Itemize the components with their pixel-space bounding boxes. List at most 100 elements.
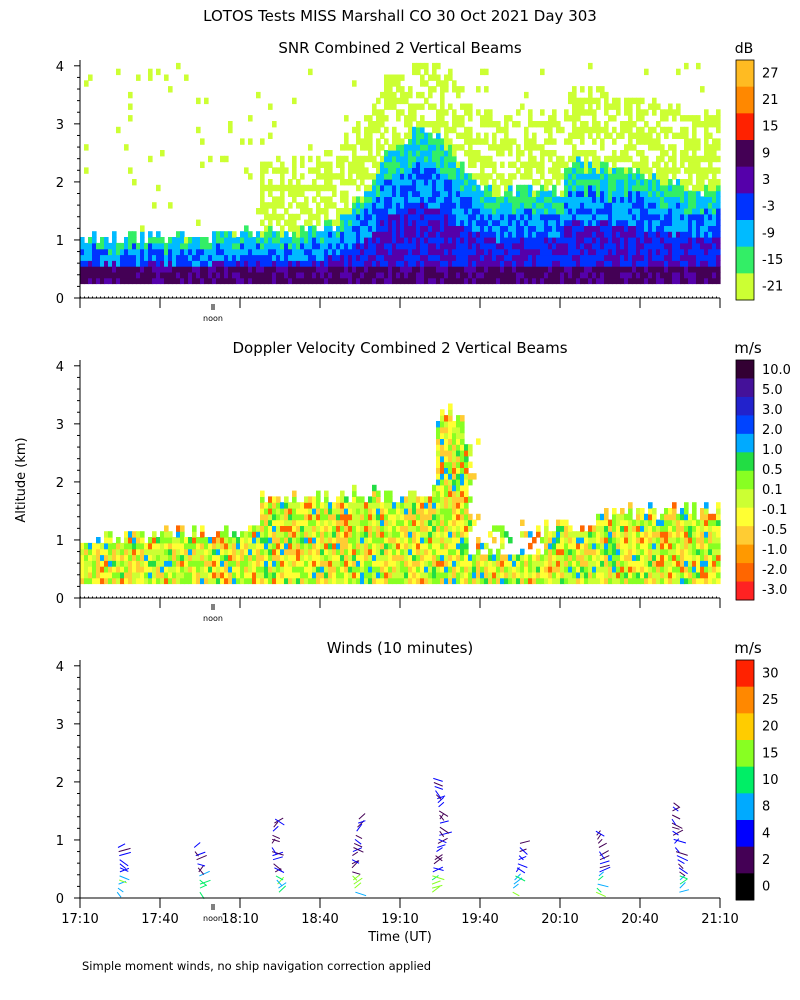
snr-cell xyxy=(712,260,717,267)
snr-cell xyxy=(472,138,477,145)
doppler-cell xyxy=(276,519,281,526)
snr-cell xyxy=(260,277,265,285)
doppler-cell xyxy=(584,542,589,550)
doppler-cell xyxy=(440,571,445,579)
snr-cell xyxy=(540,213,545,221)
doppler-cell xyxy=(292,508,297,515)
doppler-cell xyxy=(596,513,601,521)
doppler-cell xyxy=(92,548,97,556)
doppler-cell xyxy=(528,560,533,567)
snr-cell xyxy=(324,225,329,232)
doppler-cell xyxy=(396,560,401,567)
snr-cell xyxy=(484,208,489,215)
doppler-cell xyxy=(296,525,301,532)
snr-cell xyxy=(688,208,693,215)
doppler-cell xyxy=(100,560,105,567)
doppler-cell xyxy=(316,542,321,550)
snr-cell xyxy=(712,266,717,273)
snr-cell xyxy=(416,277,421,285)
snr-cell xyxy=(240,231,245,238)
snr-cell xyxy=(544,237,549,244)
snr-cell xyxy=(336,161,341,168)
doppler-cell xyxy=(328,560,333,567)
snr-cell xyxy=(576,97,581,105)
snr-cell xyxy=(632,132,637,139)
doppler-cell xyxy=(476,571,481,579)
snr-cell xyxy=(268,161,273,168)
doppler-cell xyxy=(284,571,289,579)
snr-cell xyxy=(712,115,717,122)
doppler-cell xyxy=(456,566,461,573)
snr-cell xyxy=(404,91,409,99)
snr-cell xyxy=(112,266,117,273)
doppler-cell xyxy=(272,577,277,585)
snr-cell xyxy=(248,115,253,122)
snr-cell xyxy=(388,150,393,157)
snr-cell xyxy=(300,173,305,180)
doppler-cell xyxy=(536,577,541,585)
snr-cell xyxy=(196,242,201,250)
doppler-cell xyxy=(248,571,253,579)
doppler-cell xyxy=(380,566,385,573)
snr-cell xyxy=(680,208,685,215)
doppler-cell xyxy=(604,566,609,573)
snr-cell xyxy=(536,242,541,250)
snr-cell xyxy=(384,161,389,168)
doppler-cell xyxy=(204,537,209,544)
snr-cell xyxy=(548,237,553,244)
doppler-cell xyxy=(236,560,241,567)
doppler-cell xyxy=(228,554,233,561)
snr-cell xyxy=(408,86,413,93)
doppler-cell xyxy=(392,508,397,515)
snr-cell xyxy=(508,254,513,261)
snr-cell xyxy=(616,248,621,256)
doppler-cell xyxy=(464,519,469,526)
snr-cell xyxy=(572,266,577,273)
snr-cell xyxy=(336,242,341,250)
snr-cell xyxy=(596,208,601,215)
snr-cell xyxy=(588,202,593,209)
snr-cell xyxy=(384,126,389,134)
snr-cell xyxy=(608,225,613,232)
snr-cell xyxy=(332,237,337,244)
snr-cell xyxy=(160,150,165,157)
snr-cell xyxy=(372,254,377,261)
doppler-cell xyxy=(296,542,301,550)
snr-cell xyxy=(388,213,393,221)
snr-cell xyxy=(708,231,713,238)
doppler-cell xyxy=(296,566,301,573)
snr-cell xyxy=(684,213,689,221)
doppler-cell xyxy=(556,525,561,532)
doppler-cell xyxy=(500,571,505,579)
snr-cell xyxy=(424,196,429,203)
snr-cell xyxy=(412,103,417,110)
snr-cell xyxy=(480,242,485,250)
doppler-cell xyxy=(284,525,289,532)
snr-cell xyxy=(388,277,393,285)
doppler-cell xyxy=(628,508,633,515)
snr-cell xyxy=(360,242,365,250)
snr-cell xyxy=(616,242,621,250)
doppler-cell xyxy=(632,542,637,550)
snr-cell xyxy=(640,231,645,238)
snr-cell xyxy=(244,237,249,244)
snr-cell xyxy=(384,167,389,174)
snr-cell xyxy=(644,254,649,261)
doppler-cell xyxy=(420,519,425,526)
snr-cell xyxy=(532,271,537,279)
snr-cell xyxy=(372,231,377,238)
snr-cell xyxy=(184,74,189,81)
snr-cell xyxy=(536,190,541,197)
snr-cell xyxy=(480,219,485,226)
snr-cell xyxy=(700,155,705,163)
snr-cell xyxy=(436,208,441,215)
snr-cell xyxy=(532,155,537,163)
doppler-cell xyxy=(284,566,289,573)
snr-cell xyxy=(276,184,281,192)
snr-cell xyxy=(716,167,721,174)
snr-cell xyxy=(308,144,313,151)
doppler-cell xyxy=(88,542,93,550)
doppler-cell xyxy=(264,560,269,567)
snr-cell xyxy=(712,167,717,174)
